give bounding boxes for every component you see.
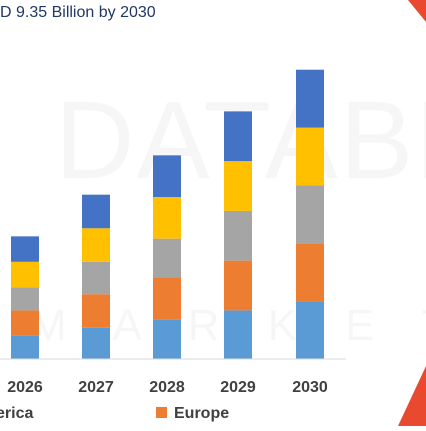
bar-segment-2026-series-5 [11,236,39,262]
bar-segment-2027-series-4 [82,228,110,262]
bar-segment-2027-series-3 [82,261,110,295]
bar-segment-2028-series-1 [153,319,181,359]
bar-segment-2030-series-4 [296,127,324,186]
x-tick-label: 2030 [292,379,328,396]
chart-subtitle: D 9.35 Billion by 2030 [0,4,156,21]
bar-segment-2026-series-1 [11,335,39,359]
bar-segment-2030-series-2 [296,243,324,302]
bar-segment-2029-series-4 [224,161,252,211]
bar-segment-2030-series-5 [296,69,324,128]
legend-label: erica [0,405,33,422]
legend-swatch [156,407,167,418]
x-tick-label: 2028 [149,379,185,396]
bar-segment-2029-series-5 [224,111,252,162]
bar-segment-2027-series-1 [82,327,110,359]
x-tick-label: 2026 [7,379,43,396]
x-tick-label: 2027 [78,379,114,396]
bar-segment-2030-series-3 [296,185,324,244]
bar-segment-2026-series-3 [11,287,39,311]
bar-segment-2030-series-1 [296,301,324,359]
legend-label: Europe [174,405,229,422]
bar-segment-2026-series-2 [11,310,39,336]
x-tick-label: 2029 [220,379,256,396]
bar-segment-2028-series-5 [153,155,181,197]
bar-segment-2028-series-3 [153,238,181,278]
bar-segment-2028-series-4 [153,197,181,239]
bar-segment-2029-series-3 [224,210,252,261]
decorative-red-triangle-top [408,0,426,22]
bar-segment-2026-series-4 [11,261,39,288]
bar-segment-2027-series-2 [82,294,110,328]
bar-segment-2029-series-1 [224,310,252,359]
bar-segment-2029-series-2 [224,260,252,311]
decorative-red-triangle-bottom [398,366,426,426]
bar-segment-2027-series-5 [82,194,110,229]
bar-segment-2028-series-2 [153,278,181,320]
